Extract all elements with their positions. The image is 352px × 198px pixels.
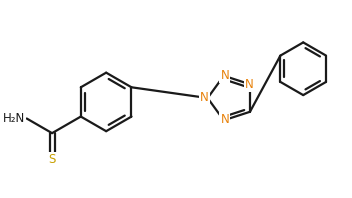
Text: N: N <box>245 78 253 91</box>
Text: N: N <box>220 113 229 126</box>
Text: N: N <box>220 69 229 82</box>
Text: H₂N: H₂N <box>2 112 25 125</box>
Text: N: N <box>200 90 209 104</box>
Text: S: S <box>48 153 56 166</box>
